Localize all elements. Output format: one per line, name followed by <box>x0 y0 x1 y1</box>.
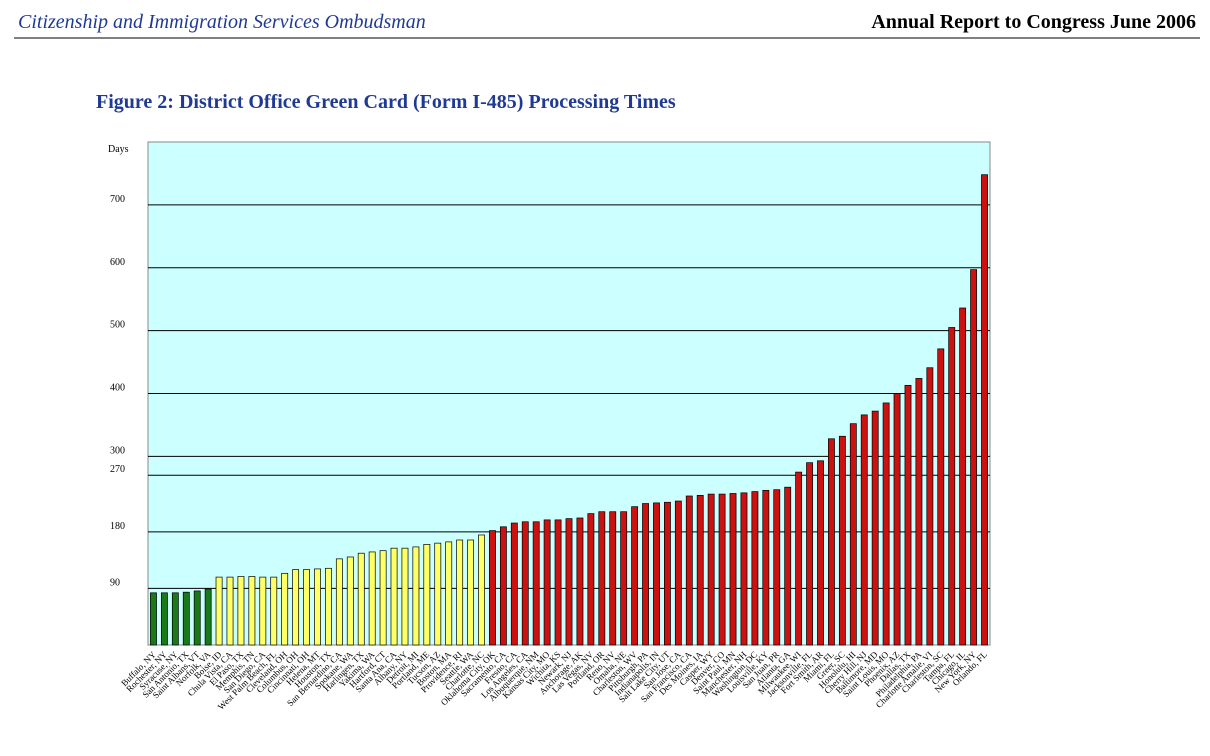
bar <box>379 550 387 646</box>
bar <box>335 558 343 646</box>
bar <box>576 517 584 646</box>
bar <box>150 592 157 646</box>
bar <box>718 493 726 646</box>
bar <box>489 530 496 646</box>
bar <box>423 544 431 646</box>
bar <box>314 568 321 646</box>
bar <box>390 547 398 646</box>
bar <box>904 384 912 646</box>
bar <box>620 511 628 646</box>
header-left: Citizenship and Immigration Services Omb… <box>18 11 426 33</box>
bar <box>981 174 988 646</box>
bar <box>773 489 781 646</box>
bar <box>806 462 813 646</box>
bar <box>281 572 289 646</box>
bar <box>248 576 256 646</box>
bar <box>401 547 409 646</box>
bar <box>740 492 748 646</box>
bar <box>926 367 934 646</box>
bar <box>412 546 420 646</box>
bar <box>171 592 179 646</box>
bar <box>532 521 540 646</box>
bar <box>795 471 803 646</box>
bar <box>664 501 671 646</box>
bar <box>751 491 759 646</box>
bar <box>521 521 529 646</box>
bar <box>292 569 300 646</box>
bar <box>970 269 978 646</box>
y-tick-label: 500 <box>110 320 125 331</box>
bar <box>215 576 223 646</box>
bar <box>729 493 737 646</box>
y-tick-label: 180 <box>110 521 125 532</box>
chart-title: Figure 2: District Office Green Card (Fo… <box>96 91 676 113</box>
bar <box>871 410 879 646</box>
bar <box>762 489 770 646</box>
bar <box>685 495 693 646</box>
bar <box>849 423 857 646</box>
bar <box>226 576 234 646</box>
bar <box>204 588 212 646</box>
bar <box>237 576 245 646</box>
bar <box>346 556 354 646</box>
bar <box>510 522 518 646</box>
y-tick-label: 90 <box>110 577 120 588</box>
bar <box>543 519 551 646</box>
bar <box>357 552 365 646</box>
bar <box>565 518 573 646</box>
bar <box>303 569 310 646</box>
bar <box>631 506 639 646</box>
bar <box>893 393 901 646</box>
bar <box>642 503 649 646</box>
bar <box>817 460 824 646</box>
y-tick-label: 300 <box>110 445 125 456</box>
bar <box>160 592 168 646</box>
bar <box>554 519 562 646</box>
bar <box>784 486 792 646</box>
bar <box>937 348 945 646</box>
y-tick-label: 270 <box>110 464 125 475</box>
bar <box>882 402 890 646</box>
bar <box>696 495 704 646</box>
y-tick-label: 700 <box>110 194 125 205</box>
header-right: Annual Report to Congress June 2006 <box>871 11 1196 33</box>
bar <box>368 551 376 646</box>
bar <box>325 567 332 646</box>
bar <box>193 590 201 646</box>
bar <box>598 511 606 646</box>
bar <box>707 493 715 646</box>
bar <box>259 576 267 646</box>
bar <box>434 542 442 646</box>
bar <box>445 541 453 646</box>
bar <box>270 576 278 646</box>
bar <box>948 327 956 646</box>
bar <box>587 513 595 646</box>
bar <box>915 378 923 646</box>
bar <box>828 438 835 646</box>
bar <box>838 435 846 646</box>
bar <box>467 539 474 646</box>
y-tick-label: 600 <box>110 257 125 268</box>
y-axis-label: Days <box>108 144 129 155</box>
bar <box>456 539 464 646</box>
bar <box>674 500 682 646</box>
y-tick-label: 400 <box>110 383 125 394</box>
bar <box>609 511 617 646</box>
bar <box>860 414 868 646</box>
bar <box>182 591 190 646</box>
bar <box>959 307 967 646</box>
bar <box>653 502 660 646</box>
bar <box>478 534 485 646</box>
bar <box>499 526 507 646</box>
